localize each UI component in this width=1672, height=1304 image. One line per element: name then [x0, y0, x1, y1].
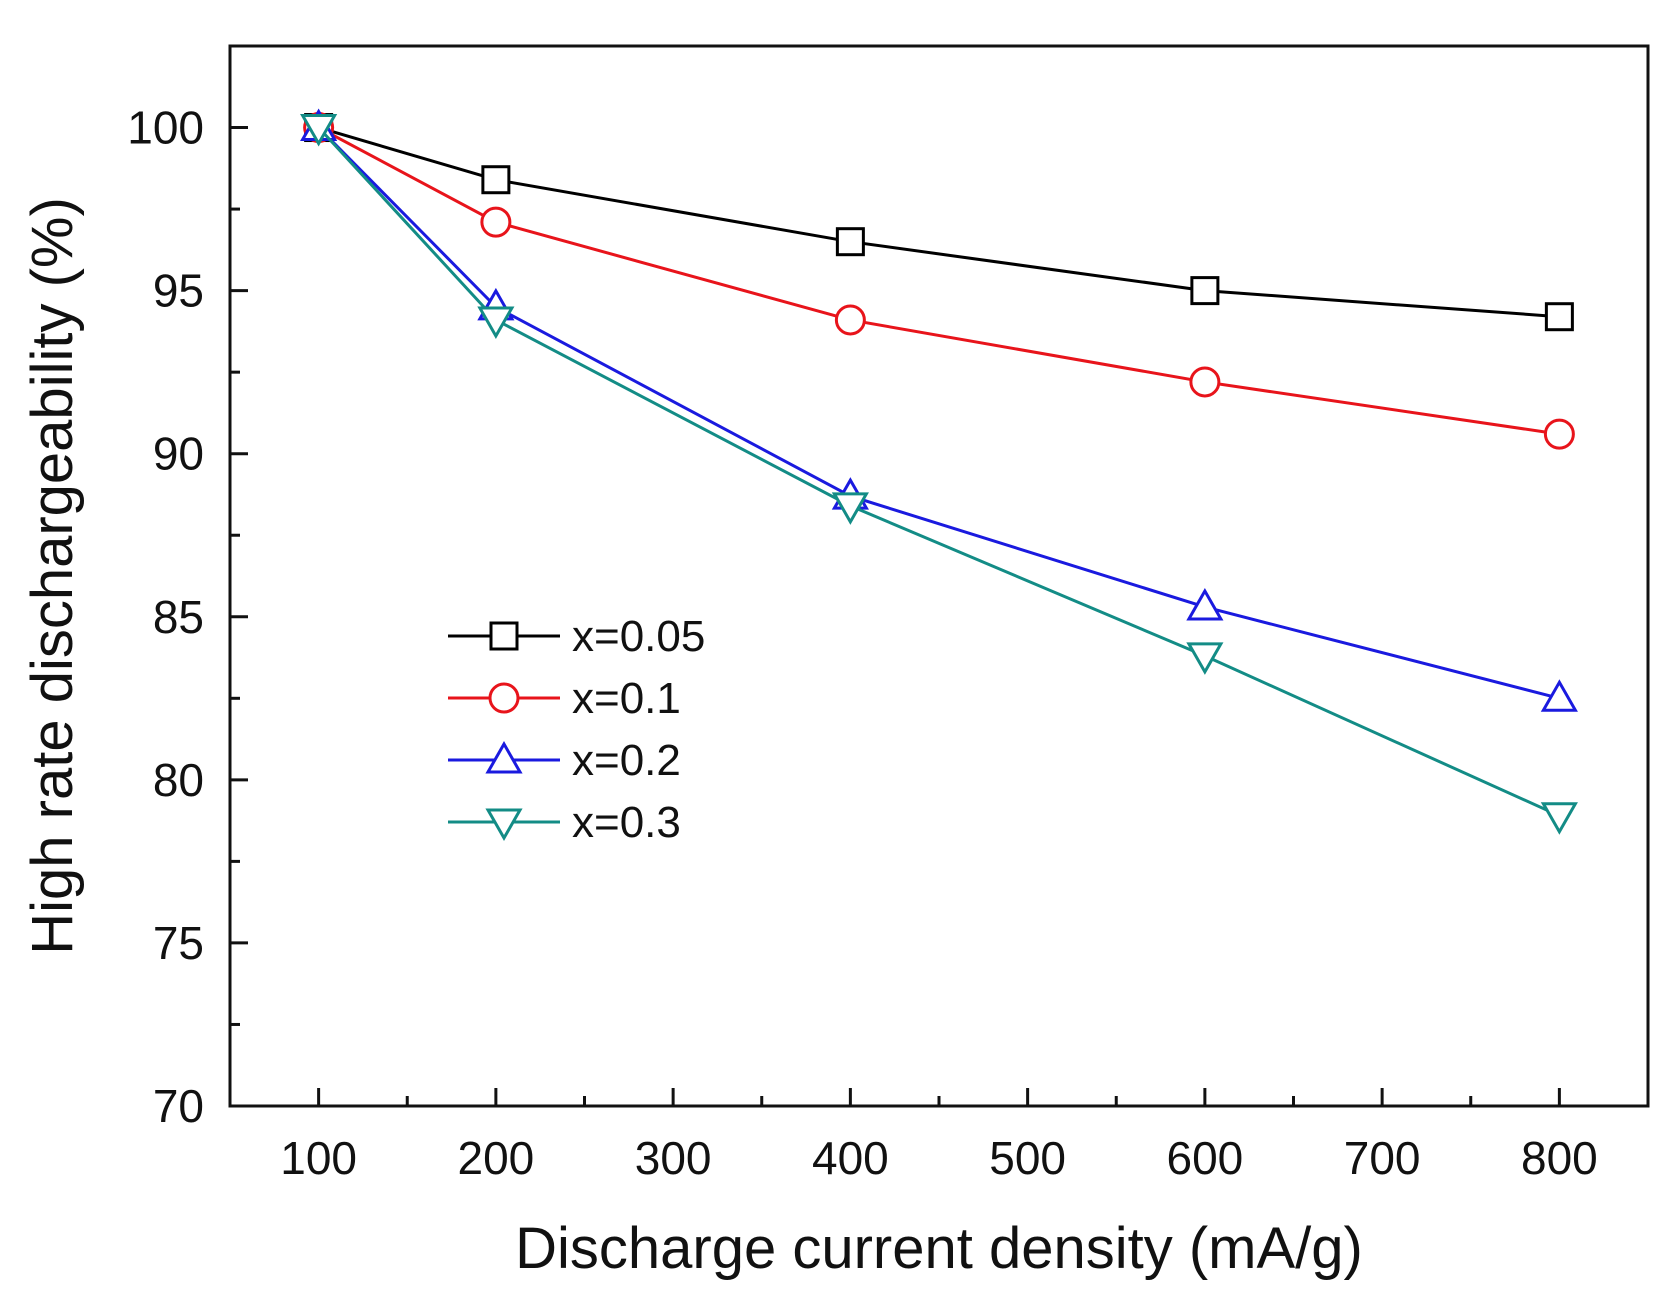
series-group — [300, 108, 1578, 835]
plot-frame — [228, 44, 1650, 1108]
y-tick-label: 85 — [153, 591, 204, 643]
y-axis-ticks: 70 75 80 85 90 95 100 — [127, 102, 248, 1132]
x-tick-label: 800 — [1521, 1132, 1598, 1184]
data-point — [1189, 366, 1221, 398]
legend-marker — [489, 621, 519, 651]
legend-label: x=0.3 — [572, 798, 681, 847]
legend-item: x=0.05 — [448, 612, 705, 661]
x-tick-label: 700 — [1344, 1132, 1421, 1184]
legend-marker — [488, 682, 520, 714]
data-point — [1544, 302, 1574, 332]
data-point — [477, 306, 515, 339]
legend-item: x=0.1 — [448, 674, 681, 723]
data-point — [834, 304, 866, 336]
x-tick-label: 300 — [635, 1132, 712, 1184]
legend-label: x=0.2 — [572, 736, 681, 785]
legend-marker — [485, 808, 523, 842]
y-tick-label: 90 — [153, 428, 204, 480]
legend-label: x=0.1 — [572, 674, 681, 723]
y-tick-label: 95 — [153, 265, 204, 317]
x-axis-title: Discharge current density (mA/g) — [515, 1216, 1363, 1281]
data-point — [1190, 276, 1220, 306]
y-tick-label: 100 — [127, 102, 204, 154]
legend: x=0.05 x=0.1 x=0.2 x=0.3 — [448, 612, 705, 847]
data-point — [1540, 679, 1578, 712]
legend-item: x=0.3 — [448, 798, 681, 847]
x-tick-label: 500 — [989, 1132, 1066, 1184]
x-tick-label: 200 — [458, 1132, 535, 1184]
legend-marker — [485, 740, 523, 774]
y-axis-title: High rate dischargeability (%) — [20, 197, 85, 955]
data-point — [300, 114, 338, 147]
series-x=0.3 — [300, 114, 1578, 835]
y-tick-label: 80 — [153, 754, 204, 806]
x-tick-label: 600 — [1167, 1132, 1244, 1184]
data-point — [1186, 587, 1224, 621]
series-x=0.2 — [300, 108, 1578, 712]
x-axis-ticks: 100 200 300 400 500 600 700 800 — [280, 1088, 1598, 1184]
series-x=0.1 — [303, 112, 1575, 450]
data-point — [1186, 642, 1224, 675]
data-point — [831, 492, 869, 525]
y-tick-label: 70 — [153, 1080, 204, 1132]
data-point — [480, 206, 512, 238]
data-point — [481, 165, 511, 195]
data-point — [1543, 418, 1575, 450]
legend-label: x=0.05 — [572, 612, 705, 661]
x-tick-label: 400 — [812, 1132, 889, 1184]
legend-item: x=0.2 — [448, 736, 681, 785]
data-point — [835, 227, 865, 257]
x-tick-label: 100 — [280, 1132, 357, 1184]
data-point — [1540, 802, 1578, 835]
y-tick-label: 75 — [153, 917, 204, 969]
